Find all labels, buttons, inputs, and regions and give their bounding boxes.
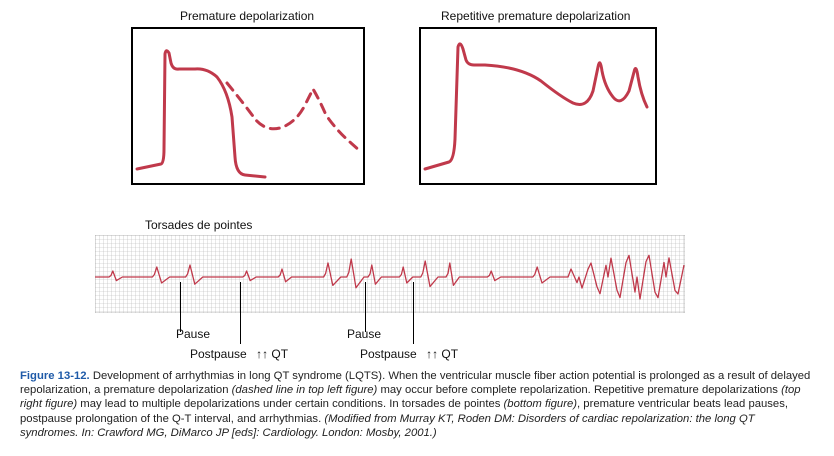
premature-depolarization-panel <box>131 27 365 185</box>
postpause-qt-label-1: Postpause ↑↑ QT <box>190 347 288 361</box>
pause-label-1: Pause <box>176 327 211 341</box>
pause-label-2: Pause <box>347 327 382 341</box>
left-panel-title: Premature depolarization <box>180 9 315 23</box>
postpause-text: Postpause <box>360 347 417 361</box>
qt-text: QT <box>441 347 459 361</box>
repetitive-premature-depolarization-panel <box>419 27 657 185</box>
repetitive-depolarization-trace <box>423 42 649 171</box>
torsades-title: Torsades de pointes <box>145 218 253 232</box>
right-panel-title: Repetitive premature depolarization <box>441 9 631 23</box>
ecg-grid <box>94 234 686 314</box>
postpause-text: Postpause <box>190 347 247 361</box>
figure-label: Figure 13-12. <box>20 370 90 382</box>
qt-text: QT <box>271 347 289 361</box>
pause-marker-1 <box>180 282 181 332</box>
figure-caption: Figure 13-12. Development of arrhythmias… <box>20 370 811 439</box>
premature-depolarization-dashed-trace <box>225 81 363 154</box>
action-potential-trace <box>135 49 267 179</box>
up-arrows-icon: ↑↑ <box>426 347 439 361</box>
ecg-strip <box>94 234 686 314</box>
postpause-qt-label-2: Postpause ↑↑ QT <box>360 347 458 361</box>
postpause-marker-2 <box>413 282 414 344</box>
pause-marker-2 <box>365 282 366 332</box>
up-arrows-icon: ↑↑ <box>256 347 269 361</box>
torsades-trace <box>95 254 685 300</box>
postpause-marker-1 <box>240 282 241 344</box>
